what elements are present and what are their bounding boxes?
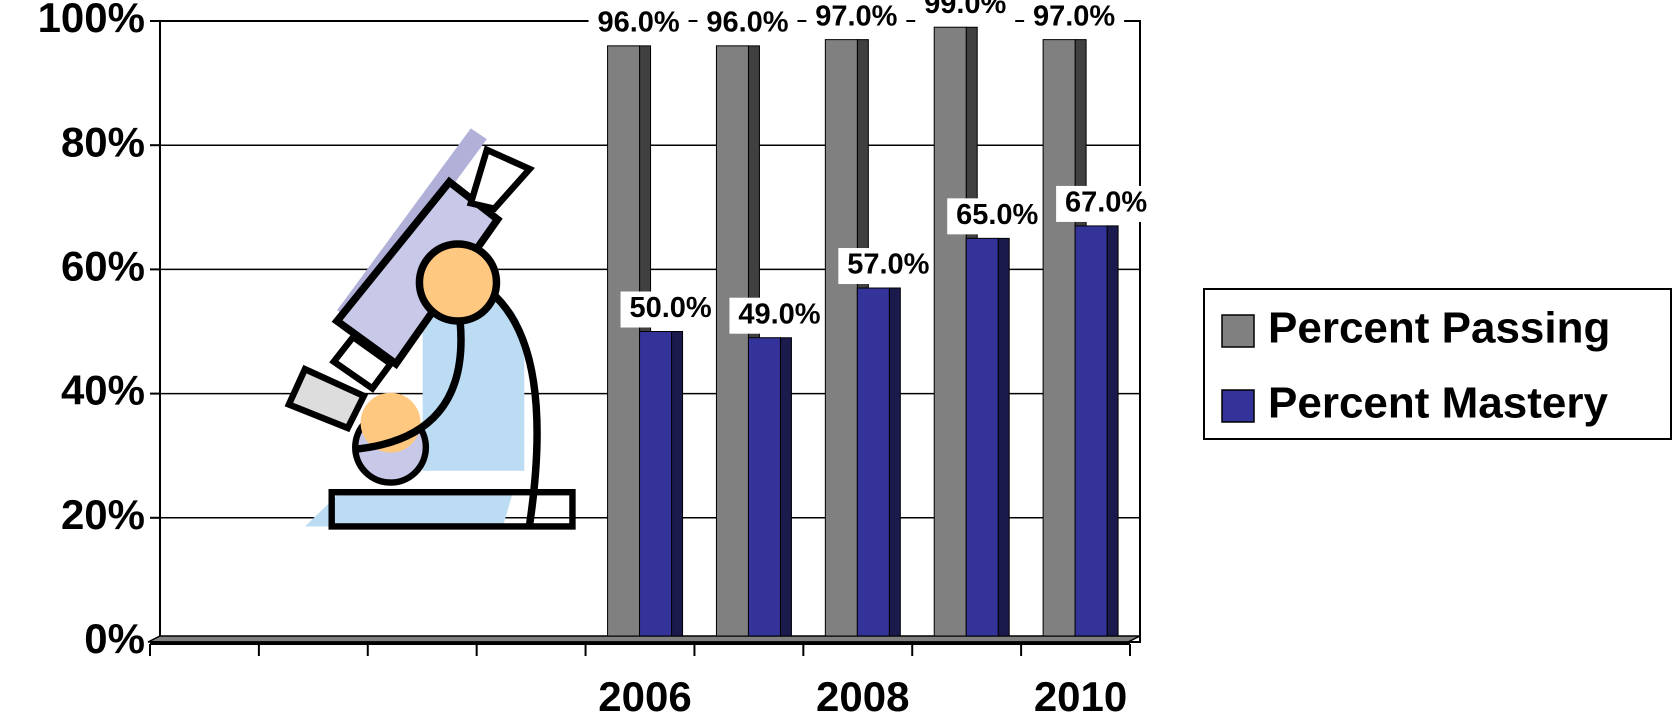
y-tick-label: 20% bbox=[61, 491, 145, 538]
bar bbox=[607, 45, 641, 637]
legend: Percent Passing Percent Mastery bbox=[1203, 288, 1672, 440]
floor bbox=[147, 635, 1141, 643]
legend-label: Percent Mastery bbox=[1268, 379, 1608, 428]
value-label-bg bbox=[729, 297, 830, 334]
bar-side bbox=[997, 237, 1010, 637]
legend-swatch bbox=[1221, 314, 1255, 348]
value-label-bg bbox=[915, 0, 1016, 24]
bar bbox=[1042, 39, 1076, 637]
legend-box bbox=[1203, 288, 1672, 440]
value-label-bg bbox=[947, 198, 1048, 235]
value-label-bg bbox=[838, 248, 939, 285]
x-tick-label: 2006 bbox=[598, 673, 691, 720]
y-tick-label: 40% bbox=[61, 367, 145, 414]
y-tick-label: 80% bbox=[61, 118, 145, 165]
bar bbox=[965, 237, 999, 637]
bar bbox=[933, 26, 967, 637]
bar bbox=[715, 45, 749, 637]
value-label-bg bbox=[620, 291, 721, 328]
legend-swatch bbox=[1221, 389, 1255, 423]
bar bbox=[856, 287, 890, 637]
value-label-bg bbox=[1024, 0, 1125, 36]
value-label-bg bbox=[1056, 185, 1157, 222]
bar-side bbox=[671, 331, 684, 637]
x-tick-label: 2008 bbox=[816, 673, 909, 720]
bar bbox=[639, 331, 673, 637]
bar-side bbox=[779, 337, 792, 637]
legend-label: Percent Passing bbox=[1268, 304, 1610, 353]
grid: 0% 20% 40% 60% 80% 100% bbox=[38, 0, 1140, 662]
value-label-bg bbox=[806, 0, 907, 36]
bars: 2006 96.0% 50.0% 96.0% 49.0% 2008 97.0% 57.0% 99… bbox=[588, 0, 1157, 720]
value-label: 97.0% bbox=[1033, 0, 1115, 32]
value-label: 50.0% bbox=[629, 292, 711, 324]
value-label: 65.0% bbox=[956, 199, 1038, 231]
y-tick-label: 100% bbox=[38, 0, 145, 41]
value-label: 57.0% bbox=[847, 249, 929, 281]
y-tick-label: 0% bbox=[84, 615, 145, 662]
value-label-bg bbox=[697, 5, 798, 42]
value-label: 97.0% bbox=[815, 0, 897, 32]
microscope-clipart bbox=[284, 128, 576, 530]
value-label: 99.0% bbox=[924, 0, 1006, 20]
value-label-bg bbox=[588, 5, 689, 42]
x-tick-label: 2010 bbox=[1034, 673, 1127, 720]
y-tick-label: 60% bbox=[61, 242, 145, 289]
value-label: 67.0% bbox=[1065, 187, 1147, 219]
bar-side bbox=[1106, 225, 1119, 637]
value-label: 96.0% bbox=[597, 6, 679, 38]
value-label: 96.0% bbox=[706, 6, 788, 38]
bar bbox=[747, 337, 781, 637]
bar-side bbox=[888, 287, 901, 637]
value-label: 49.0% bbox=[738, 298, 820, 330]
bar bbox=[1074, 225, 1108, 637]
bar bbox=[824, 39, 858, 637]
